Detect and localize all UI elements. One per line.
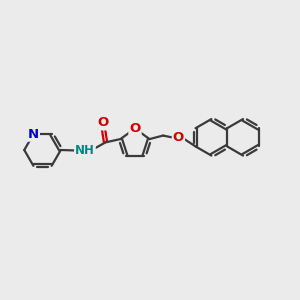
Text: O: O <box>98 116 109 129</box>
Text: NH: NH <box>75 144 95 157</box>
Text: O: O <box>129 122 141 135</box>
Text: N: N <box>28 128 39 141</box>
Text: O: O <box>173 131 184 144</box>
